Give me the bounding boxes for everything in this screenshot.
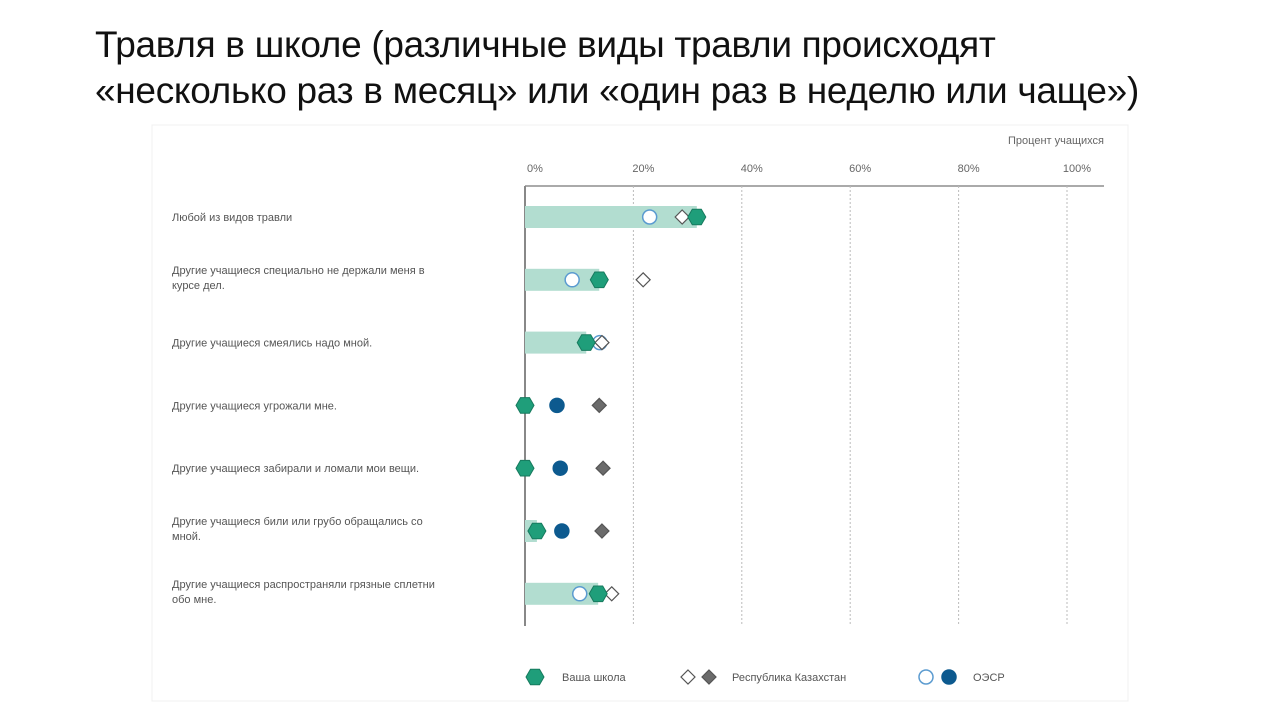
category-label: Другие учащиеся угрожали мне. [172, 400, 337, 412]
x-axis-label: Процент учащихся [1008, 135, 1104, 147]
legend-kz-filled-icon [701, 669, 717, 685]
slide-title: Травля в школе (различные виды травли пр… [95, 22, 1139, 114]
kz-marker [591, 397, 608, 414]
legend-kz-open-icon [680, 669, 696, 685]
legend-oecd-filled-icon [941, 669, 957, 685]
tick-label: 20% [632, 163, 654, 175]
school-bar [525, 206, 697, 228]
legend-school-icon [525, 668, 545, 686]
kz-marker [603, 585, 620, 602]
category-label: обо мне. [172, 594, 216, 606]
chart-row: Другие учащиеся распространяли грязные с… [172, 579, 620, 606]
category-label: Другие учащиеся били или грубо обращалис… [172, 516, 423, 528]
oecd-marker [641, 209, 658, 225]
kz-marker [594, 334, 610, 351]
title-line-1: Травля в школе (различные виды травли пр… [95, 24, 996, 65]
school-marker [687, 208, 707, 226]
oecd-marker [554, 523, 570, 539]
school-marker [576, 334, 596, 351]
legend-oecd-label: ОЭСР [973, 672, 1005, 684]
tick-label: 60% [849, 163, 871, 175]
category-label: курсе дел. [172, 280, 225, 292]
tick-label: 0% [527, 163, 543, 175]
oecd-marker [552, 460, 568, 476]
school-marker [588, 585, 608, 603]
legend-oecd-open-icon [918, 669, 934, 685]
category-label: мной. [172, 531, 201, 543]
tick-label: 100% [1063, 163, 1091, 175]
oecd-marker [571, 586, 588, 602]
chart-row: Другие учащиеся забирали и ломали мои ве… [172, 459, 611, 477]
school-marker [589, 271, 609, 289]
category-label: Другие учащиеся специально не держали ме… [172, 265, 425, 277]
chart-row: Другие учащиеся били или грубо обращалис… [172, 516, 610, 543]
legend-school-label: Ваша школа [562, 672, 627, 684]
chart-row: Любой из видов травли [172, 206, 707, 228]
kz-marker [674, 209, 691, 225]
category-label: Любой из видов травли [172, 212, 292, 224]
kz-marker [595, 460, 611, 477]
tick-label: 40% [741, 163, 763, 175]
oecd-marker [564, 272, 580, 288]
school-bar [525, 268, 600, 291]
oecd-marker [549, 397, 565, 414]
tick-label: 80% [958, 163, 980, 175]
kz-marker [635, 271, 652, 288]
category-label: Другие учащиеся смеялись надо мной. [172, 338, 372, 350]
school-marker [515, 397, 535, 414]
title-line-2: «несколько раз в месяц» или «один раз в … [95, 70, 1139, 111]
category-label: Другие учащиеся распространяли грязные с… [172, 579, 435, 591]
school-bar [525, 331, 587, 354]
kz-marker [594, 523, 610, 539]
chart-row: Другие учащиеся смеялись надо мной. [172, 331, 610, 354]
category-label: Другие учащиеся забирали и ломали мои ве… [172, 463, 419, 475]
legend-kz-label: Республика Казахстан [732, 672, 846, 684]
chart-row: Другие учащиеся угрожали мне. [172, 397, 608, 414]
chart-row: Другие учащиеся специально не держали ме… [172, 265, 652, 292]
school-marker [527, 522, 547, 540]
school-marker [515, 459, 535, 477]
